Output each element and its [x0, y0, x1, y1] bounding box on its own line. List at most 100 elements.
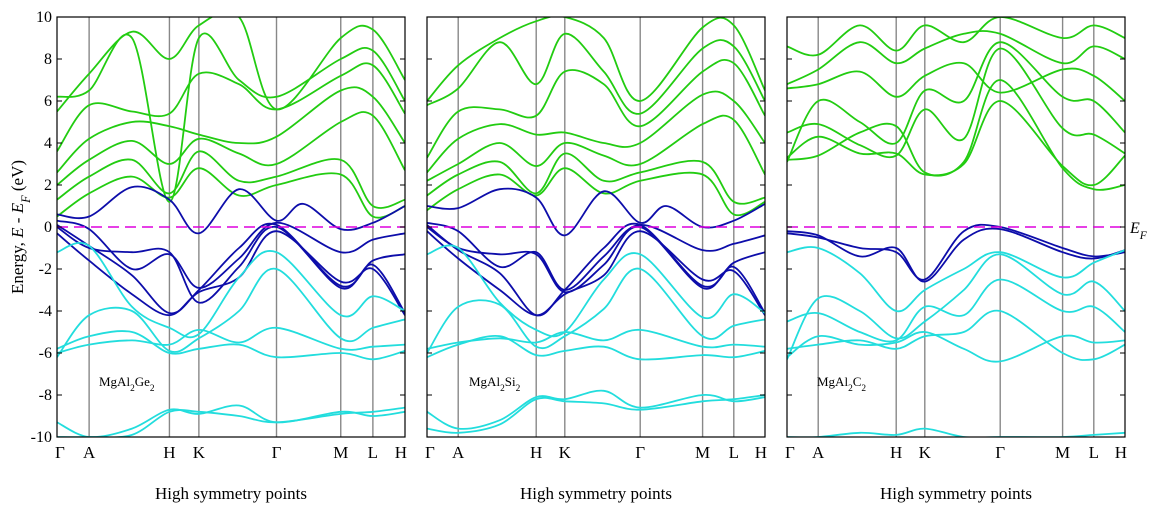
x-tick-label: L	[368, 443, 378, 462]
valence-band-line	[427, 226, 765, 314]
conduction-band-line	[787, 47, 1125, 159]
conduction-band-line	[57, 150, 405, 209]
compound-label-part: 2	[500, 384, 505, 394]
compound-label-part: MgAl	[469, 374, 500, 389]
panel-frames-layer	[56, 16, 1126, 438]
lower_valence-band-line	[787, 278, 1125, 343]
conduction-band-line	[427, 90, 765, 174]
valence-band-line	[427, 222, 765, 317]
y-tick-label: -10	[31, 429, 52, 446]
lower_valence-band-line	[57, 404, 405, 437]
valence-band-line	[427, 221, 765, 291]
lower_valence-band-line	[57, 406, 405, 437]
x-axis-title: High symmetry points	[155, 484, 307, 503]
compound-label-part: C	[853, 374, 862, 389]
fermi-label: EF	[1129, 220, 1148, 242]
y-axis-title-part: E	[8, 202, 27, 214]
lower_valence-band-line	[427, 328, 765, 350]
conduction-band-line	[57, 167, 405, 219]
lower_valence-band-line	[787, 309, 1125, 361]
compound-label: MgAl2Si2	[469, 374, 521, 394]
y-tick-label: -6	[39, 345, 52, 362]
lower_valence-band-line	[787, 253, 1125, 360]
x-tick-label: M	[1055, 443, 1070, 462]
y-tick-label: -8	[39, 387, 52, 404]
conduction-band-line	[57, 111, 405, 186]
y-axis-title-part: E	[8, 227, 27, 239]
x-tick-label: L	[1089, 443, 1099, 462]
compound-label-part: MgAl	[817, 374, 848, 389]
lower_valence-band-line	[427, 335, 765, 361]
y-tick-label: -2	[39, 261, 52, 278]
conduction-band-line	[57, 62, 405, 152]
compound-label-part: MgAl	[99, 374, 130, 389]
lower_valence-band-line	[57, 267, 405, 358]
x-tick-label: Γ	[785, 443, 795, 462]
valence-band-line	[427, 187, 765, 237]
y-tick-label: -4	[39, 303, 52, 320]
y-tick-label: 8	[44, 51, 52, 68]
conduction-band-line	[57, 32, 405, 203]
x-tick-label: A	[452, 443, 465, 462]
conduction-band-line	[427, 58, 765, 159]
x-tick-label: K	[919, 443, 932, 462]
x-tick-label: Γ	[55, 443, 65, 462]
lower_valence-band-line	[787, 427, 1125, 437]
compound-label-part: 2	[150, 384, 155, 394]
compound-label-part: 2	[130, 384, 135, 394]
compound-label-part: 2	[516, 384, 521, 394]
conduction-band-line	[787, 79, 1125, 191]
compound-label-part: 2	[848, 384, 853, 394]
x-tick-label: A	[83, 443, 96, 462]
y-tick-label: 0	[44, 219, 52, 236]
x-tick-label: H	[1115, 443, 1127, 462]
conduction-band-line	[427, 152, 765, 205]
compound-label-part: 2	[861, 384, 866, 394]
fermi-label-part: E	[1129, 220, 1140, 237]
x-tick-label: M	[695, 443, 710, 462]
x-tick-label: Γ	[995, 443, 1005, 462]
conduction-band-line	[57, 17, 405, 113]
y-axis-title-group: Energy, E - EF (eV)	[8, 160, 33, 294]
x-tick-label: Γ	[425, 443, 435, 462]
fermi-label-part: F	[1139, 230, 1148, 242]
y-axis-title-part: Energy,	[8, 238, 27, 294]
compound-label: MgAl2C2	[817, 374, 866, 394]
x-tick-label: M	[333, 443, 348, 462]
lower_valence-band-line	[57, 241, 405, 339]
conduction-band-line	[427, 114, 765, 182]
y-tick-label: 6	[44, 93, 52, 110]
lower_valence-band-line	[787, 331, 1125, 363]
conduction-band-line	[427, 17, 765, 102]
y-tick-label: 4	[44, 135, 52, 152]
y-tick-label: 2	[44, 177, 52, 194]
x-tick-label: Γ	[635, 443, 645, 462]
y-tick-label: 10	[36, 9, 52, 26]
conduction-band-line	[427, 32, 765, 115]
x-tick-label: H	[530, 443, 542, 462]
valence-band-line	[57, 185, 405, 235]
lower_valence-band-line	[427, 394, 765, 434]
panel-3-bands	[787, 17, 1125, 437]
x-tick-label: H	[755, 443, 767, 462]
lower_valence-band-line	[427, 389, 765, 430]
panel-2-bands	[427, 17, 765, 437]
x-tick-label: H	[395, 443, 407, 462]
band-lines-layer	[57, 17, 1125, 437]
lower_valence-band-line	[427, 244, 765, 338]
x-tick-label: K	[559, 443, 572, 462]
panel-1-bands	[57, 17, 405, 437]
valence-band-line	[57, 226, 405, 314]
x-axis-title: High symmetry points	[520, 484, 672, 503]
lower_valence-band-line	[57, 330, 405, 361]
x-tick-label: L	[729, 443, 739, 462]
y-axis-title-part: F	[19, 195, 33, 204]
x-axis-title: High symmetry points	[880, 484, 1032, 503]
conduction-band-line	[787, 61, 1125, 102]
y-axis-title-part: -	[8, 213, 27, 227]
valence-band-line	[57, 222, 405, 315]
x-tick-label: H	[890, 443, 902, 462]
lower_valence-band-line	[57, 326, 405, 354]
